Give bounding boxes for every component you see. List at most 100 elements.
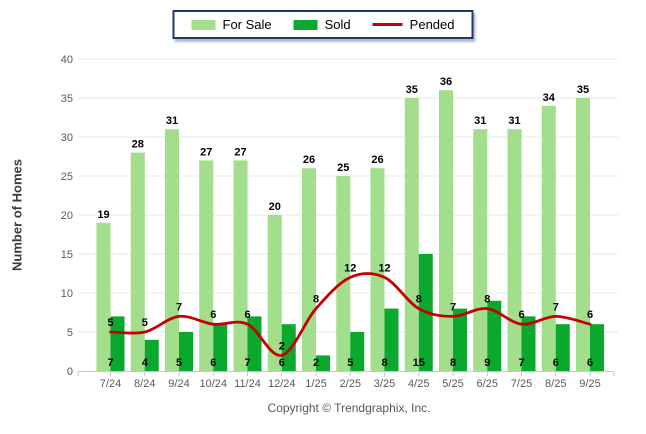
bar-sold-7/25 xyxy=(521,316,536,371)
label-for-sale-1/25: 26 xyxy=(303,154,315,166)
x-tick-label-3/25: 3/25 xyxy=(374,378,395,390)
label-pended-1/25: 8 xyxy=(313,294,319,306)
pended-trend-line xyxy=(109,272,592,357)
label-sold-5/25: 8 xyxy=(450,357,456,369)
label-for-sale-8/25: 34 xyxy=(543,92,556,104)
bar-sold-10/24 xyxy=(213,324,228,371)
label-for-sale-2/25: 25 xyxy=(337,162,349,174)
x-tick-label-2/25: 2/25 xyxy=(340,378,361,390)
y-tick-label-25: 25 xyxy=(61,171,73,183)
copyright-text: Copyright © Trendgraphix, Inc. xyxy=(267,401,431,415)
bar-for-sale-9/25 xyxy=(576,98,590,371)
bar-sold-8/25 xyxy=(555,324,570,371)
label-for-sale-8/24: 28 xyxy=(132,139,144,151)
label-pended-4/25: 8 xyxy=(416,294,422,306)
label-for-sale-7/25: 31 xyxy=(508,115,520,127)
chart-legend: For Sale Sold Pended xyxy=(172,10,474,39)
bar-sold-6/25 xyxy=(487,300,502,371)
x-tick-label-12/24: 12/24 xyxy=(268,378,296,390)
label-sold-10/24: 6 xyxy=(210,357,216,369)
bar-for-sale-2/25 xyxy=(336,176,351,371)
sold-swatch-icon xyxy=(293,19,318,30)
y-tick-label-0: 0 xyxy=(67,366,73,378)
bar-for-sale-12/24 xyxy=(267,215,282,371)
label-for-sale-4/25: 35 xyxy=(406,84,418,96)
label-pended-12/24: 2 xyxy=(279,340,285,352)
for-sale-swatch-icon xyxy=(191,19,216,30)
label-for-sale-12/24: 20 xyxy=(269,201,281,213)
legend-item-pended: Pended xyxy=(372,17,455,32)
x-tick-label-8/24: 8/24 xyxy=(134,378,155,390)
bar-for-sale-4/25 xyxy=(404,98,419,371)
x-tick-label-7/24: 7/24 xyxy=(100,378,121,390)
bar-for-sale-7/24 xyxy=(96,222,111,371)
bar-for-sale-5/25 xyxy=(439,90,453,371)
bar-sold-9/25 xyxy=(590,324,604,371)
label-pended-9/25: 6 xyxy=(587,309,593,321)
bar-sold-8/24 xyxy=(144,339,159,371)
x-tick-label-9/24: 9/24 xyxy=(168,378,189,390)
bar-for-sale-8/24 xyxy=(130,152,145,371)
x-tick-label-8/25: 8/25 xyxy=(545,378,566,390)
label-for-sale-5/25: 36 xyxy=(440,76,452,88)
label-pended-3/25: 12 xyxy=(378,262,390,274)
bar-sold-2/25 xyxy=(350,332,365,371)
bar-for-sale-3/25 xyxy=(370,168,385,371)
legend-item-for-sale: For Sale xyxy=(191,17,272,32)
bar-for-sale-9/24 xyxy=(165,129,179,371)
bar-for-sale-1/25 xyxy=(302,168,316,371)
bar-for-sale-6/25 xyxy=(473,129,488,371)
label-pended-2/25: 12 xyxy=(344,262,356,274)
label-pended-8/24: 5 xyxy=(142,317,148,329)
x-tick-label-11/24: 11/24 xyxy=(234,378,261,390)
label-sold-2/25: 5 xyxy=(347,357,353,369)
label-pended-6/25: 8 xyxy=(484,294,490,306)
label-for-sale-11/24: 27 xyxy=(234,146,246,158)
x-tick-label-7/25: 7/25 xyxy=(511,378,532,390)
label-sold-4/25: 15 xyxy=(413,357,425,369)
bar-sold-11/24 xyxy=(247,316,262,371)
label-pended-10/24: 6 xyxy=(210,309,216,321)
label-sold-8/24: 4 xyxy=(142,357,149,369)
legend-label-sold: Sold xyxy=(324,17,351,32)
y-tick-label-5: 5 xyxy=(67,327,73,339)
bar-sold-7/24 xyxy=(110,316,125,371)
y-tick-label-40: 40 xyxy=(61,54,73,66)
label-pended-7/25: 6 xyxy=(518,309,524,321)
x-tick-label-4/25: 4/25 xyxy=(408,378,429,390)
legend-label-pended: Pended xyxy=(409,17,455,32)
label-sold-9/24: 5 xyxy=(176,357,182,369)
label-sold-1/25: 2 xyxy=(313,357,319,369)
bar-for-sale-10/24 xyxy=(199,160,214,371)
label-for-sale-3/25: 26 xyxy=(371,154,383,166)
label-sold-6/25: 9 xyxy=(484,357,490,369)
label-pended-8/25: 7 xyxy=(553,301,559,313)
label-for-sale-6/25: 31 xyxy=(474,115,486,127)
y-tick-label-15: 15 xyxy=(61,249,73,261)
label-sold-7/24: 7 xyxy=(107,357,113,369)
bar-sold-1/25 xyxy=(316,355,330,371)
bar-sold-3/25 xyxy=(384,308,399,371)
y-tick-label-20: 20 xyxy=(61,210,73,222)
label-sold-12/24: 6 xyxy=(279,357,285,369)
x-tick-label-9/25: 9/25 xyxy=(579,378,600,390)
label-for-sale-7/24: 19 xyxy=(97,209,109,221)
label-for-sale-9/25: 35 xyxy=(577,84,589,96)
bar-for-sale-8/25 xyxy=(541,105,556,372)
label-sold-9/25: 6 xyxy=(587,357,593,369)
label-pended-11/24: 6 xyxy=(244,309,250,321)
label-pended-7/24: 5 xyxy=(107,317,113,329)
bar-for-sale-11/24 xyxy=(233,160,248,371)
x-tick-label-6/25: 6/25 xyxy=(477,378,498,390)
label-for-sale-10/24: 27 xyxy=(200,146,212,158)
x-tick-label-1/25: 1/25 xyxy=(305,378,326,390)
bar-for-sale-7/25 xyxy=(507,129,522,371)
y-tick-label-35: 35 xyxy=(61,93,73,105)
y-tick-label-10: 10 xyxy=(61,288,73,300)
label-sold-7/25: 7 xyxy=(518,357,524,369)
label-pended-5/25: 7 xyxy=(450,301,456,313)
bar-sold-9/24 xyxy=(179,332,193,371)
y-tick-label-30: 30 xyxy=(61,132,73,144)
label-sold-11/24: 7 xyxy=(244,357,250,369)
